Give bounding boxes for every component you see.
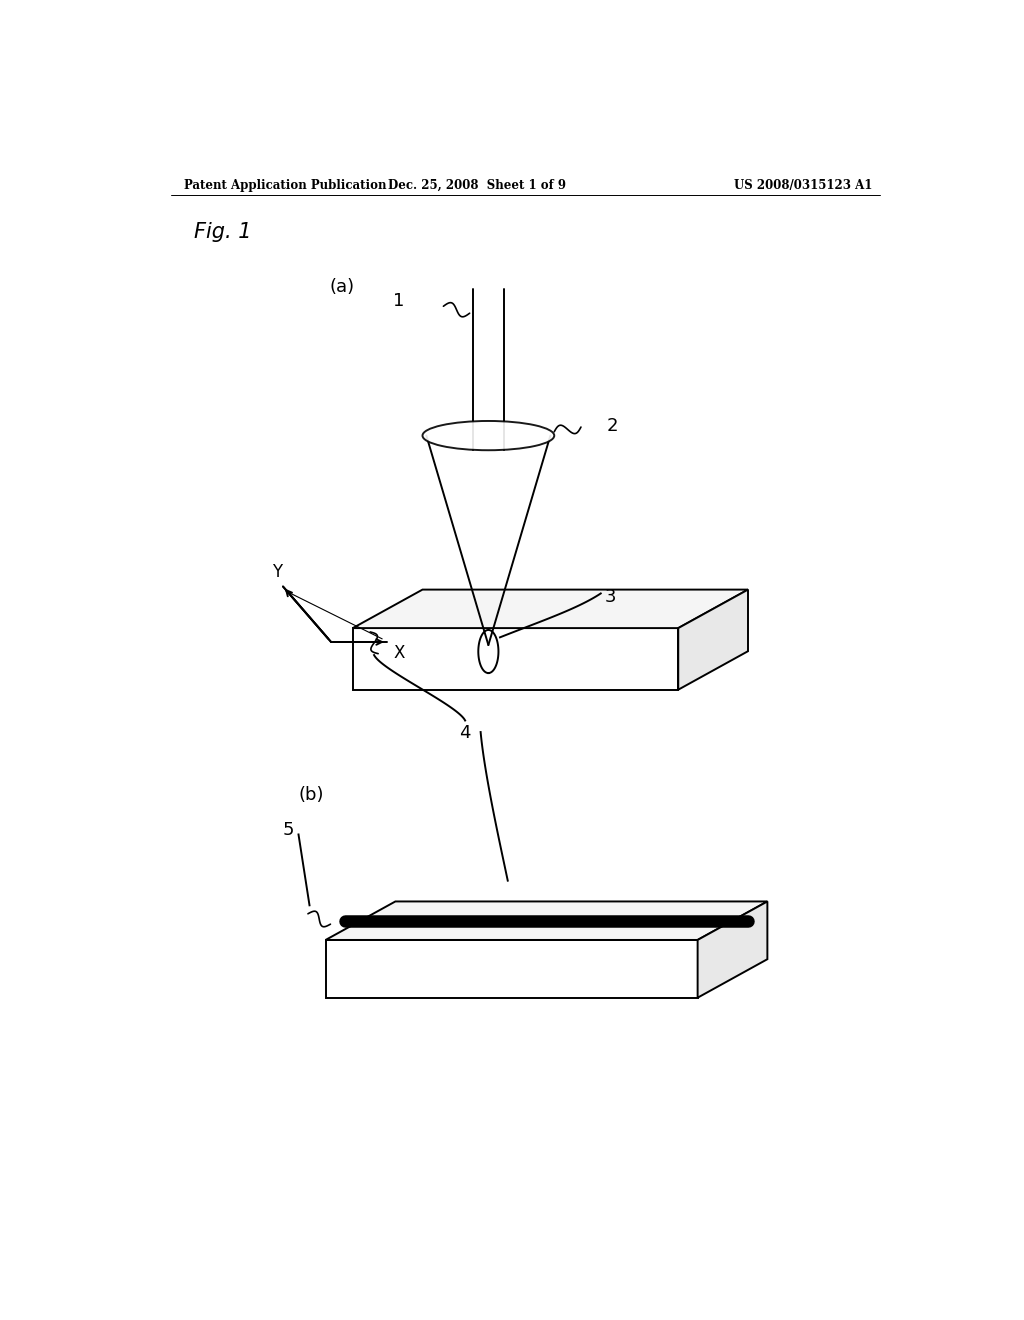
Polygon shape: [326, 902, 767, 940]
Polygon shape: [697, 902, 767, 998]
Ellipse shape: [423, 421, 554, 450]
Polygon shape: [326, 940, 697, 998]
Text: Y: Y: [271, 564, 282, 581]
Text: 1: 1: [393, 292, 404, 310]
Text: X: X: [393, 644, 404, 661]
Polygon shape: [352, 628, 678, 689]
Text: (a): (a): [330, 277, 354, 296]
Polygon shape: [678, 590, 748, 689]
Text: (b): (b): [299, 785, 324, 804]
Text: Patent Application Publication: Patent Application Publication: [183, 180, 386, 193]
Text: 2: 2: [607, 417, 618, 436]
Polygon shape: [352, 590, 748, 628]
Text: Fig. 1: Fig. 1: [194, 222, 251, 242]
Text: 4: 4: [460, 725, 471, 742]
Text: US 2008/0315123 A1: US 2008/0315123 A1: [733, 180, 872, 193]
Text: 5: 5: [283, 821, 295, 838]
Text: Dec. 25, 2008  Sheet 1 of 9: Dec. 25, 2008 Sheet 1 of 9: [388, 180, 565, 193]
Text: 3: 3: [604, 589, 616, 606]
